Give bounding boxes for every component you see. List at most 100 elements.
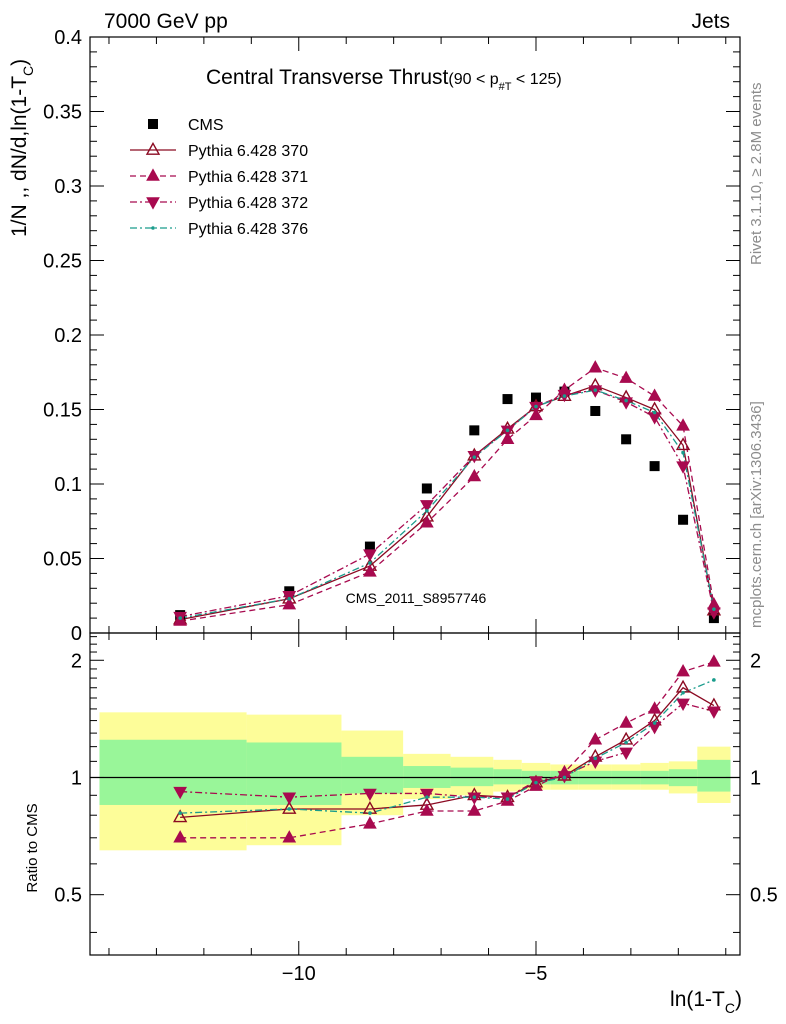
legend-marker-3	[146, 197, 160, 210]
ratio-point-1-12	[707, 654, 721, 667]
main-point-0-4	[469, 425, 480, 436]
ratio-ytick-label-right-0: 0.5	[750, 885, 778, 907]
ratio-series-markers	[172, 654, 722, 843]
legend-marker-2	[146, 168, 160, 181]
ratio-ytick-label-1: 1	[71, 767, 82, 789]
ratio-point-3-5	[505, 797, 510, 801]
ratio-point-2-1	[282, 792, 297, 805]
main-point-4-11	[681, 450, 685, 455]
ratio-point-1-10	[647, 701, 662, 714]
main-point-2-4	[467, 468, 482, 482]
main-point-4-1	[287, 596, 292, 601]
main-point-2-12	[707, 597, 721, 610]
main-point-3-11	[676, 461, 690, 474]
legend-marker-4	[151, 226, 155, 230]
main-point-2-2	[363, 564, 377, 577]
main-point-2-6	[529, 407, 543, 421]
main-series-markers	[172, 360, 722, 626]
legend-marker-1	[145, 141, 161, 155]
main-point-4-3	[425, 509, 429, 513]
ratio-point-1-9	[619, 715, 633, 728]
main-point-4-2	[368, 561, 372, 565]
ratio-point-3-12	[712, 678, 716, 682]
main-ytick-label-1: 0.05	[43, 549, 82, 571]
ratio-band-green-12	[697, 759, 731, 792]
main-point-0-9	[621, 434, 632, 445]
ratio-point-3-10	[652, 721, 657, 725]
x-tick-label-0: −10	[282, 963, 316, 985]
main-point-2-8	[588, 360, 603, 373]
ratio-point-3-6	[534, 780, 538, 785]
ratio-point-3-2	[368, 811, 372, 815]
main-point-0-10	[649, 461, 660, 472]
main-title: Central Transverse Thrust(90 < p#T < 125…	[206, 66, 562, 93]
header-energy: 7000 GeV pp	[104, 10, 228, 33]
legend-marker-0	[148, 119, 158, 129]
ratio-point-0-0	[172, 809, 188, 823]
main-ytick-label-5: 0.25	[43, 251, 82, 273]
ratio-point-3-0	[178, 811, 182, 815]
legend: CMS Pythia 6.428 370 Pythia 6.428 371 Pythi…	[130, 117, 308, 238]
legend-label-4: Pythia 6.428 376	[188, 221, 308, 238]
main-point-2-9	[619, 370, 633, 383]
ratio-point-2-0	[173, 786, 187, 800]
main-point-1-11	[675, 437, 691, 451]
legend-label-0: CMS	[188, 117, 224, 134]
main-point-4-12	[712, 607, 716, 611]
main-point-4-5	[505, 428, 510, 433]
main-point-0-11	[678, 514, 689, 525]
x-axis-label: ln(1-TC)	[670, 988, 742, 1016]
ratio-point-1-2	[363, 816, 377, 829]
main-ytick-label-4: 0.2	[54, 325, 82, 347]
main-panel: CMS_2011_S8957746 0 0.05 0.1 0.15 0.2 0.25 0.3…	[8, 27, 741, 645]
main-point-3-9	[619, 397, 633, 410]
ratio-point-1-0	[173, 830, 187, 843]
ratio-point-0-1	[282, 800, 297, 814]
header-category: Jets	[691, 10, 730, 33]
main-ytick-label-2: 0.1	[54, 474, 82, 496]
main-ytick-label-6: 0.3	[54, 176, 82, 198]
main-point-0-3	[421, 483, 432, 494]
ratio-point-2-12	[707, 706, 721, 719]
ratio-band-green-2	[341, 756, 404, 794]
main-point-0-5	[502, 394, 513, 405]
main-point-2-1	[282, 597, 297, 610]
main-point-4-4	[472, 455, 477, 459]
main-point-3-2	[363, 549, 377, 562]
legend-label-3: Pythia 6.428 372	[188, 195, 308, 212]
ratio-point-1-3	[420, 803, 434, 816]
ratio-point-3-7	[562, 775, 567, 780]
main-point-2-5	[500, 431, 515, 444]
ratio-ytick-label-0: 0.5	[54, 885, 82, 907]
main-ytick-label-8: 0.4	[54, 27, 82, 49]
ratio-point-1-8	[588, 732, 603, 745]
main-y-axis-label: 1/N ,, dN/d,ln(1-TC)	[8, 59, 36, 237]
ratio-point-3-4	[472, 795, 477, 799]
main-ytick-label-0: 0	[71, 623, 82, 645]
main-ytick-label-7: 0.35	[43, 102, 82, 124]
ratio-point-3-9	[624, 740, 628, 745]
ratio-point-3-3	[425, 795, 429, 799]
x-tick-label-1: −5	[525, 963, 548, 985]
legend-label-1: Pythia 6.428 370	[188, 143, 308, 160]
legend-label-2: Pythia 6.428 371	[188, 169, 308, 186]
main-point-0-2	[364, 541, 375, 552]
main-point-4-8	[593, 388, 598, 392]
ratio-axes: 0.5 0.5 1 1 2 2 −10 −5	[54, 632, 778, 985]
main-point-4-10	[652, 410, 657, 415]
main-point-2-3	[420, 515, 434, 528]
ratio-ytick-label-right-1: 1	[750, 767, 761, 789]
main-line-4	[180, 389, 715, 619]
main-point-2-11	[676, 418, 690, 431]
ratio-point-2-11	[676, 698, 690, 712]
main-ytick-label-3: 0.15	[43, 400, 82, 422]
main-point-4-0	[178, 616, 182, 620]
main-axes: 0 0.05 0.1 0.15 0.2 0.25 0.3 0.35 0.4	[43, 27, 741, 645]
ratio-point-1-1	[282, 830, 297, 843]
ratio-point-3-8	[593, 756, 598, 761]
main-point-4-7	[562, 394, 567, 398]
ratio-point-3-1	[287, 807, 292, 811]
main-point-3-3	[420, 500, 434, 513]
ratio-point-2-9	[619, 747, 633, 761]
ratio-y-axis-label: Ratio to CMS	[24, 803, 41, 892]
